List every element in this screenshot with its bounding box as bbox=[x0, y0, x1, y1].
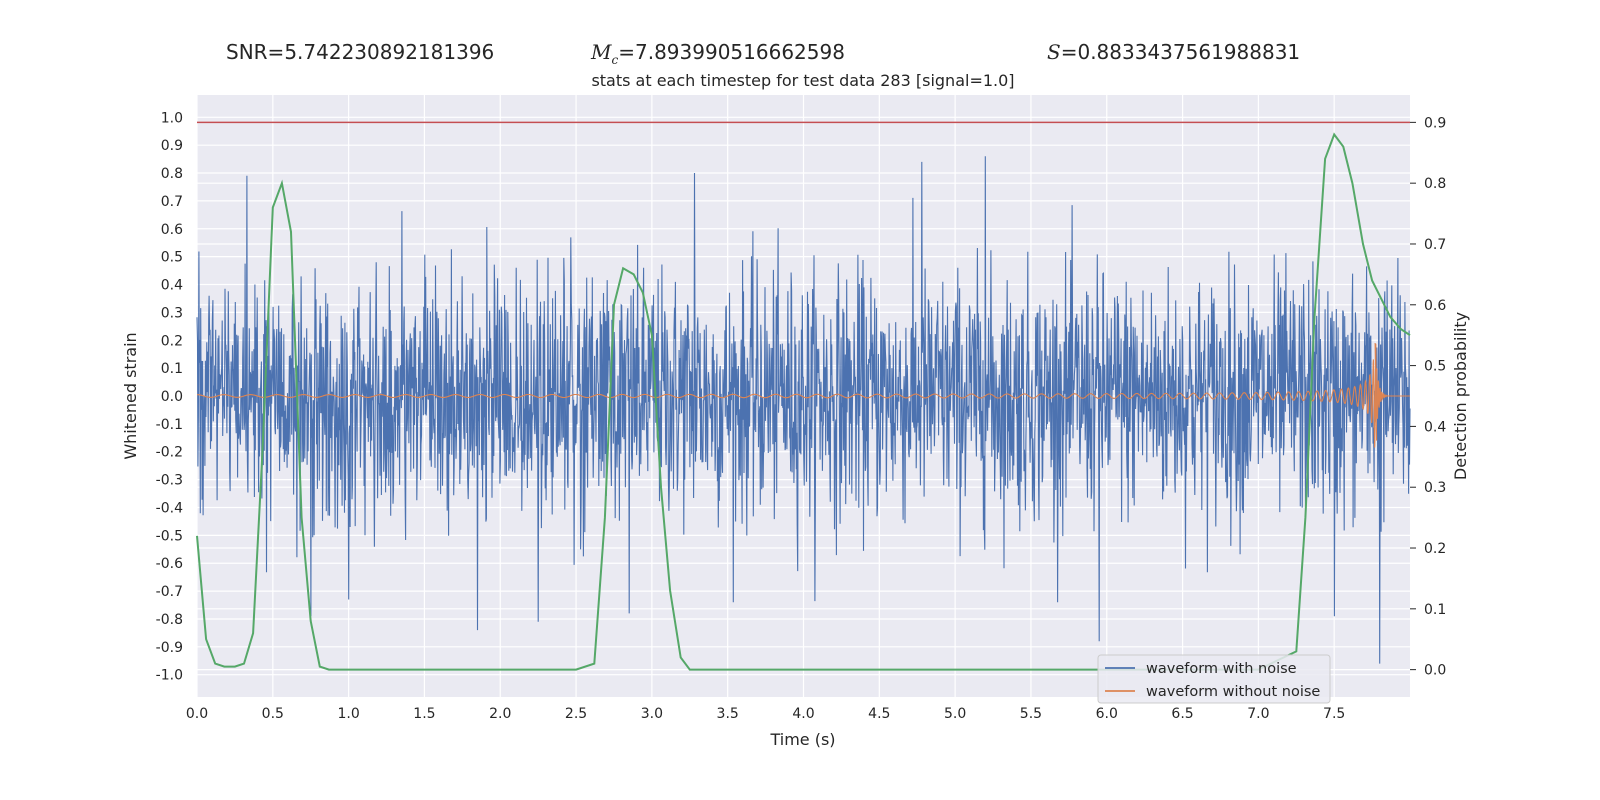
chart-title: stats at each timestep for test data 283… bbox=[591, 71, 1014, 90]
x-tick-label: 0.0 bbox=[186, 706, 208, 722]
y-tick-label: -0.1 bbox=[156, 417, 183, 433]
x-tick-label: 6.0 bbox=[1096, 706, 1118, 722]
x-tick-label: 5.5 bbox=[1020, 706, 1042, 722]
x-tick-label: 3.5 bbox=[717, 706, 739, 722]
y-tick-label: -0.9 bbox=[156, 640, 183, 656]
x-tick-label: 7.0 bbox=[1247, 706, 1269, 722]
chirp-mass-subscript: c bbox=[611, 53, 619, 67]
y-tick-label: 0.0 bbox=[161, 389, 183, 405]
axes: 0.0 0.5 1.0 1.5 2.0 2.5 3.0 3.5 4.0 4.5 5.0 5.5 6.0 6… bbox=[156, 110, 1447, 722]
legend: waveform with noise waveform without noi… bbox=[1097, 654, 1331, 704]
y-tick-label: -0.2 bbox=[156, 445, 183, 461]
y2-tick-label: 0.6 bbox=[1424, 298, 1446, 314]
waveform-with-noise-line bbox=[196, 156, 1411, 664]
plot-area bbox=[196, 121, 1411, 671]
x-tick-label: 7.5 bbox=[1323, 706, 1345, 722]
legend-label-clean: waveform without noise bbox=[1146, 684, 1320, 700]
y-tick-label: 0.3 bbox=[161, 305, 183, 321]
y-tick-label: 0.8 bbox=[161, 166, 183, 182]
y2-tick-label: 0.4 bbox=[1424, 419, 1446, 435]
chirp-mass-symbol: M bbox=[591, 40, 612, 64]
y-tick-label: 1.0 bbox=[161, 110, 183, 126]
y-tick-label: 0.6 bbox=[161, 222, 183, 238]
chirp-mass-value: 7.893990516662598 bbox=[634, 40, 845, 64]
y-tick-label: 0.5 bbox=[161, 250, 183, 266]
snr-label: SNR= bbox=[226, 40, 285, 64]
spin-eq: = bbox=[1060, 40, 1078, 64]
y2-tick-label: 0.7 bbox=[1424, 237, 1446, 253]
x-tick-label: 1.5 bbox=[413, 706, 435, 722]
detection-probability-line bbox=[196, 132, 1411, 671]
waveform-without-noise-line bbox=[197, 342, 1410, 448]
y-tick-label: -0.4 bbox=[156, 500, 183, 516]
x-tick-label: 2.5 bbox=[565, 706, 587, 722]
snr-value: 5.742230892181396 bbox=[284, 40, 495, 64]
y-tick-label: -0.7 bbox=[156, 584, 183, 600]
y-tick-label: 0.1 bbox=[161, 361, 183, 377]
y-tick-label: 0.4 bbox=[161, 278, 183, 294]
y2-tick-label: 0.3 bbox=[1424, 480, 1446, 496]
y-tick-label: -0.8 bbox=[156, 612, 183, 628]
legend-box bbox=[1097, 654, 1331, 704]
legend-label-noise: waveform with noise bbox=[1146, 661, 1297, 677]
y-axis-label: Whitened strain bbox=[121, 332, 140, 459]
x-axis-label: Time (s) bbox=[769, 730, 835, 749]
y-tick-label: 0.2 bbox=[161, 333, 183, 349]
x-tick-label: 6.5 bbox=[1171, 706, 1193, 722]
x-tick-label: 0.5 bbox=[262, 706, 284, 722]
chirp-mass-readout: Mc=7.893990516662598 bbox=[591, 40, 845, 67]
chirp-mass-eq: = bbox=[618, 40, 635, 64]
snr-readout: SNR=5.742230892181396 bbox=[226, 40, 494, 64]
spin-symbol: S bbox=[1047, 40, 1061, 64]
y-tick-label: 0.9 bbox=[161, 138, 183, 154]
y2-tick-label: 0.8 bbox=[1424, 176, 1446, 192]
x-tick-label: 5.0 bbox=[944, 706, 966, 722]
x-tick-label: 2.0 bbox=[489, 706, 511, 722]
y2-tick-label: 0.9 bbox=[1424, 115, 1446, 131]
x-tick-label: 3.0 bbox=[641, 706, 663, 722]
y2-tick-label: 0.5 bbox=[1424, 359, 1446, 375]
y2-axis-label: Detection probability bbox=[1451, 312, 1470, 480]
y-tick-label: -0.5 bbox=[156, 528, 183, 544]
y-tick-label: 0.7 bbox=[161, 194, 183, 210]
y2-tick-label: 0.1 bbox=[1424, 602, 1446, 618]
y-tick-label: -0.3 bbox=[156, 473, 183, 489]
spin-readout: S=0.8833437561988831 bbox=[1047, 40, 1300, 64]
y-tick-label: -0.6 bbox=[156, 556, 183, 572]
spin-value: 0.8833437561988831 bbox=[1077, 40, 1301, 64]
y-tick-label: -1.0 bbox=[156, 668, 183, 684]
y2-tick-label: 0.2 bbox=[1424, 541, 1446, 557]
x-tick-label: 4.0 bbox=[792, 706, 814, 722]
y2-tick-label: 0.0 bbox=[1424, 663, 1446, 679]
x-tick-label: 4.5 bbox=[868, 706, 890, 722]
x-tick-label: 1.0 bbox=[337, 706, 359, 722]
